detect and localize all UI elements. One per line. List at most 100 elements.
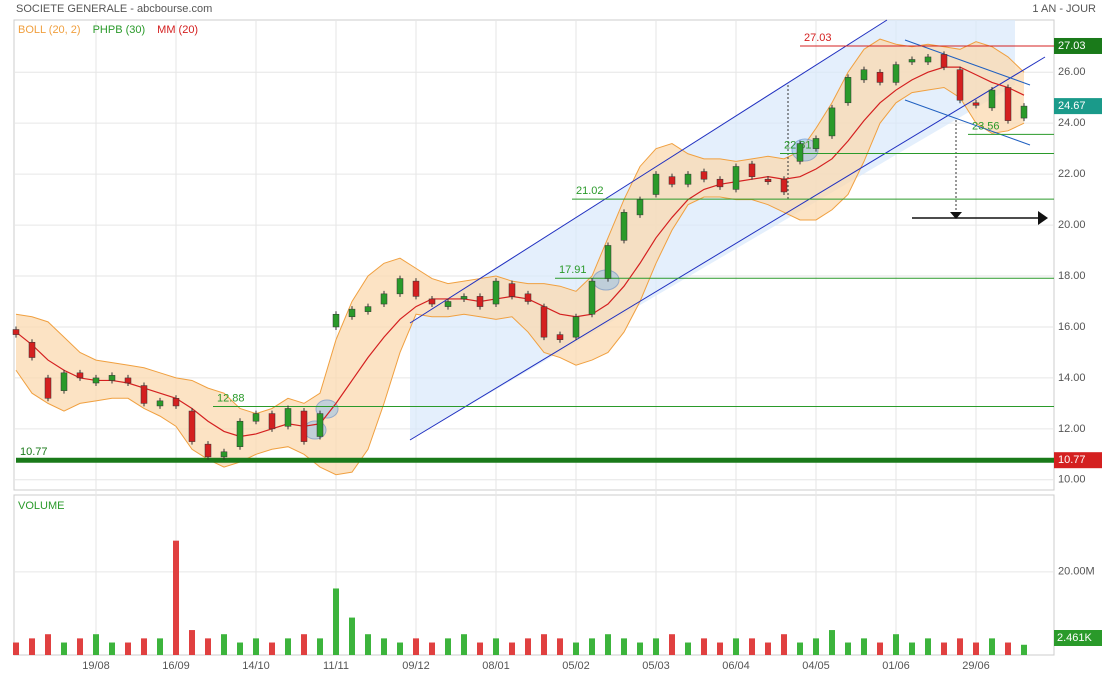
candle-body — [636, 199, 644, 216]
volume-bar — [253, 638, 259, 655]
volume-bar — [941, 642, 947, 655]
candle-body — [748, 163, 756, 177]
candle-body — [44, 377, 52, 399]
volume-badge-bg — [1054, 630, 1102, 646]
candle-body — [204, 443, 212, 458]
volume-bar — [685, 642, 691, 655]
candle-body — [380, 293, 388, 305]
legend-entry: BOLL (20, 2) — [18, 24, 81, 36]
volume-bar — [301, 634, 307, 655]
volume-bar — [829, 630, 835, 655]
level-label: 10.77 — [20, 446, 48, 458]
y-tick-label: 14.00 — [1058, 372, 1086, 384]
x-tick-label: 29/06 — [962, 660, 990, 672]
volume-bar — [221, 634, 227, 655]
candle-body — [396, 278, 404, 295]
candle-body — [12, 329, 20, 335]
volume-bar — [45, 634, 51, 655]
candle-body — [812, 138, 820, 149]
candle-body — [268, 413, 276, 430]
volume-bar — [333, 588, 339, 655]
y-tick-label: 18.00 — [1058, 270, 1086, 282]
candle-body — [348, 308, 356, 318]
volume-bar — [429, 642, 435, 655]
candle-body — [700, 171, 708, 180]
volume-bar — [77, 638, 83, 655]
y2-tick-label: 20.00M — [1058, 566, 1095, 578]
volume-bar — [605, 634, 611, 655]
moving-average — [15, 66, 1025, 438]
volume-bar — [525, 638, 531, 655]
x-tick-label: 09/12 — [402, 660, 430, 672]
volume-bar — [733, 638, 739, 655]
bollinger-line — [15, 38, 1025, 415]
badge-bg — [1054, 98, 1102, 115]
candle-body — [524, 293, 532, 302]
chart-title: SOCIETE GENERALE - abcbourse.com — [16, 3, 212, 15]
legend-entry: MM (20) — [157, 24, 198, 36]
volume-bar — [1021, 644, 1027, 655]
candle-body — [508, 283, 516, 297]
volume-bar — [493, 638, 499, 655]
badge: 24.67 — [1058, 100, 1086, 112]
bollinger-line — [15, 86, 1025, 476]
y-tick-label: 10.00 — [1058, 474, 1086, 486]
candle-body — [316, 413, 324, 437]
volume-bar — [317, 638, 323, 655]
candle-body — [556, 334, 564, 340]
volume-bar — [701, 638, 707, 655]
y-tick-label: 26.00 — [1058, 66, 1086, 78]
x-tick-label: 06/04 — [722, 660, 750, 672]
x-tick-label: 11/11 — [323, 660, 349, 672]
candle-body — [412, 280, 420, 297]
volume-bar — [381, 638, 387, 655]
x-tick-label: 05/02 — [562, 660, 590, 672]
candle-body — [652, 173, 660, 195]
volume-bar — [413, 638, 419, 655]
volume-bar — [557, 638, 563, 655]
candle-body — [444, 301, 452, 307]
candle-body — [604, 245, 612, 279]
volume-bar — [237, 642, 243, 655]
level-label: 12.88 — [217, 392, 245, 404]
candle-body — [844, 77, 852, 104]
volume-bar — [717, 642, 723, 655]
candle-body — [780, 178, 788, 193]
volume-bar — [141, 638, 147, 655]
candle-body — [140, 385, 148, 404]
candle-body — [172, 398, 180, 407]
candle-body — [284, 408, 292, 427]
volume-bar — [1005, 642, 1011, 655]
candle-body — [940, 54, 948, 68]
candle-body — [860, 69, 868, 81]
channel-lower — [409, 56, 1046, 441]
candle-body — [732, 166, 740, 190]
candle-body — [28, 341, 36, 358]
volume-bar — [813, 638, 819, 655]
volume-bar — [589, 638, 595, 655]
bollinger-band — [16, 39, 1024, 475]
badge-bg — [1054, 452, 1102, 469]
volume-bar — [989, 638, 995, 655]
volume-bar — [973, 642, 979, 655]
candle-body — [956, 69, 964, 101]
candle-body — [540, 306, 548, 338]
candle-body — [1020, 105, 1028, 119]
volume-bar — [509, 642, 515, 655]
candle-body — [572, 316, 580, 338]
level-label: 21.02 — [576, 185, 604, 197]
level-label: 23.56 — [972, 120, 1000, 132]
y-tick-label: 20.00 — [1058, 219, 1086, 231]
volume-bar — [477, 642, 483, 655]
candle-body — [924, 56, 932, 63]
volume-bar — [765, 642, 771, 655]
legend-entry: PHPB (30) — [93, 24, 146, 36]
volume-bar — [109, 642, 115, 655]
volume-bar — [541, 634, 547, 655]
volume-bar — [13, 642, 19, 655]
candle-body — [220, 451, 228, 458]
candle-body — [588, 280, 596, 315]
candle-body — [428, 298, 436, 305]
badge-bg — [1054, 37, 1102, 54]
volume-badge: 2.461K — [1057, 632, 1093, 644]
